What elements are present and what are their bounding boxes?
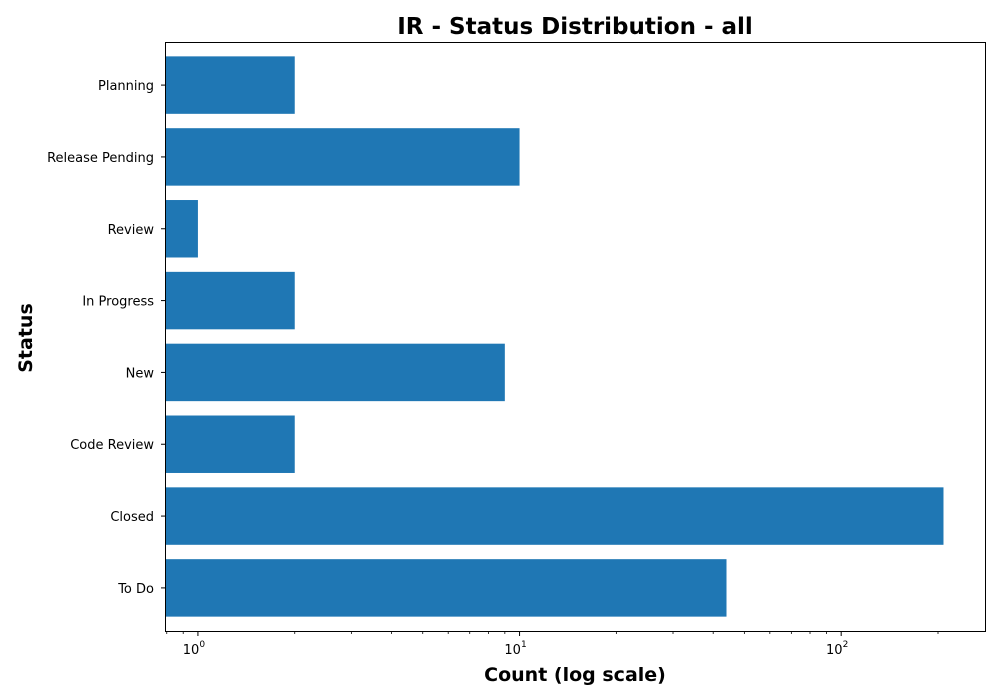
- y-tick-label: Code Review: [70, 438, 154, 453]
- bar-closed: [165, 487, 944, 545]
- y-tick-label: Closed: [110, 510, 154, 525]
- x-axis-label: Count (log scale): [484, 664, 666, 686]
- bar-planning: [165, 56, 295, 114]
- bar-review: [165, 200, 198, 258]
- x-tick-label: 101: [504, 640, 526, 658]
- bars-group: [165, 56, 944, 617]
- x-tick-label: 102: [826, 640, 848, 658]
- bar-to-do: [165, 559, 727, 617]
- chart-title: IR - Status Distribution - all: [397, 14, 753, 40]
- plot-frame: [165, 42, 986, 632]
- y-tick-label: Release Pending: [47, 151, 154, 166]
- y-axis-ticks: To Do Closed Code Review New In Progress Revi…: [47, 79, 165, 597]
- bar-in-progress: [165, 271, 295, 330]
- x-tick-label: 100: [183, 640, 206, 658]
- y-tick-label: In Progress: [82, 295, 154, 310]
- bar-new: [165, 343, 505, 402]
- bar-code-review: [165, 415, 295, 473]
- y-tick-label: New: [126, 366, 155, 381]
- bar-release-pending: [165, 128, 520, 186]
- y-axis-label: Status: [15, 303, 37, 373]
- y-tick-label: Review: [108, 223, 155, 238]
- y-tick-label: To Do: [117, 582, 154, 597]
- y-tick-label: Planning: [98, 79, 154, 94]
